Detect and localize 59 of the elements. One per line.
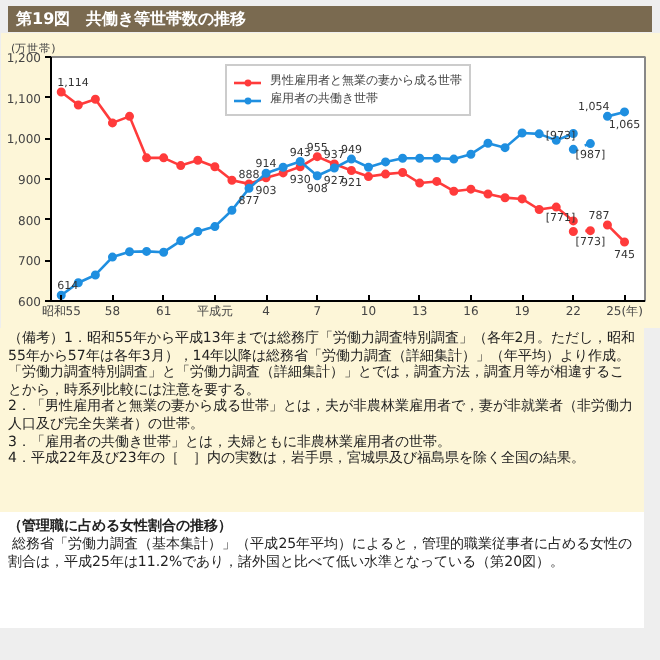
point (227, 205, 237, 215)
point (193, 155, 203, 165)
point (517, 194, 527, 204)
point (312, 171, 322, 181)
point (381, 157, 391, 167)
point (261, 168, 271, 178)
point (90, 270, 100, 280)
point (568, 226, 578, 236)
point (483, 138, 493, 148)
point (432, 153, 442, 163)
point (500, 143, 510, 153)
point (176, 161, 186, 171)
point (620, 107, 630, 117)
point (90, 94, 100, 104)
point (415, 178, 425, 188)
point (585, 226, 595, 236)
point (227, 175, 237, 185)
point (312, 152, 322, 162)
point (142, 153, 152, 163)
point (449, 154, 459, 164)
point (73, 100, 83, 110)
point (159, 153, 169, 163)
point (602, 220, 612, 230)
point (398, 168, 408, 177)
point (620, 237, 630, 247)
point (346, 154, 356, 164)
point (125, 111, 135, 121)
point (449, 186, 459, 196)
point (551, 202, 561, 212)
point (381, 169, 391, 179)
point (602, 111, 612, 121)
point (210, 162, 220, 172)
point (56, 87, 66, 97)
point (534, 129, 544, 139)
point (363, 162, 373, 172)
point (398, 153, 408, 163)
point (295, 157, 305, 167)
point (278, 162, 288, 172)
point (585, 139, 595, 149)
point (500, 193, 510, 203)
point (125, 247, 135, 257)
point (210, 222, 220, 232)
point (466, 149, 476, 159)
point (107, 118, 117, 128)
point (193, 226, 203, 236)
point (534, 205, 544, 214)
point (432, 176, 442, 186)
chart-title: 第19図 共働き等世帯数の推移 (16, 8, 247, 31)
point (466, 184, 476, 194)
point (142, 246, 152, 256)
point (568, 144, 578, 154)
point (159, 247, 169, 257)
point (346, 165, 356, 175)
point (107, 252, 117, 262)
point (363, 172, 373, 182)
point (415, 153, 425, 163)
point (176, 236, 186, 246)
point (517, 128, 527, 138)
point (483, 189, 493, 199)
